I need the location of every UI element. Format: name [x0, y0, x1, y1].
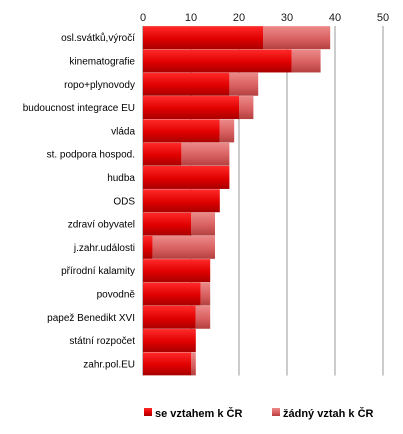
category-label: ropo+plynovody — [64, 80, 135, 91]
x-tick-label: 20 — [233, 12, 245, 24]
x-tick-label: 50 — [377, 12, 389, 24]
bar-zadny-vztah — [219, 119, 235, 143]
x-tick-label: 10 — [185, 12, 197, 24]
bar-se-vztahem — [143, 329, 196, 353]
bar-se-vztahem — [143, 119, 220, 143]
category-label: ODS — [113, 196, 135, 207]
bar-se-vztahem — [143, 72, 230, 96]
bar-zadny-vztah — [229, 72, 259, 96]
category-label: vláda — [111, 126, 135, 137]
bar-zadny-vztah — [181, 142, 230, 166]
bar-se-vztahem — [143, 259, 211, 283]
bar-zadny-vztah — [191, 212, 215, 236]
category-label: kinematografie — [69, 56, 135, 67]
category-label: j.zahr.události — [73, 243, 135, 254]
category-label: osl.svátků,výročí — [61, 32, 135, 44]
x-tick-label: 40 — [329, 12, 341, 24]
legend-swatch-se-vztahem — [144, 408, 152, 416]
category-labels: osl.svátků,výročí kinematografie ropo+plyn… — [23, 32, 136, 370]
bar-zadny-vztah — [239, 96, 254, 120]
x-tick-label: 30 — [281, 12, 293, 24]
bar-se-vztahem — [143, 212, 191, 236]
bar-zadny-vztah — [191, 352, 196, 376]
bars — [143, 26, 331, 376]
bar-zadny-vztah — [263, 26, 331, 50]
bar-zadny-vztah — [200, 282, 211, 306]
category-label: st. podpora hospod. — [47, 150, 135, 161]
bar-se-vztahem — [143, 235, 153, 259]
x-axis-ticks: 0 10 20 30 40 50 — [140, 12, 389, 24]
category-label: hudba — [107, 173, 135, 184]
category-label: budoucnost integrace EU — [23, 103, 135, 114]
bar-se-vztahem — [143, 96, 239, 120]
bar-se-vztahem — [143, 352, 191, 376]
legend-label-zadny-vztah: žádný vztah k ČR — [283, 407, 374, 420]
bar-se-vztahem — [143, 282, 201, 306]
bar-zadny-vztah — [195, 305, 211, 329]
category-label: přírodní kalamity — [61, 266, 135, 277]
bar-zadny-vztah — [152, 235, 215, 259]
bar-zadny-vztah — [291, 49, 321, 73]
legend: se vztahem k ČR žádný vztah k ČR — [144, 407, 374, 420]
bar-se-vztahem — [143, 26, 263, 50]
category-label: zdraví obyvatel — [68, 220, 135, 231]
bar-se-vztahem — [143, 305, 196, 329]
category-label: povodně — [97, 289, 136, 300]
category-label: státní rozpočet — [69, 336, 135, 347]
bar-se-vztahem — [143, 142, 182, 166]
legend-swatch-zadny-vztah — [272, 408, 280, 416]
bar-se-vztahem — [143, 189, 220, 213]
x-tick-label: 0 — [140, 12, 146, 24]
category-label: papež Benedikt XVI — [47, 313, 135, 324]
legend-label-se-vztahem: se vztahem k ČR — [155, 407, 242, 420]
category-label: zahr.pol.EU — [83, 359, 135, 370]
bar-se-vztahem — [143, 49, 292, 73]
bar-se-vztahem — [143, 165, 230, 189]
